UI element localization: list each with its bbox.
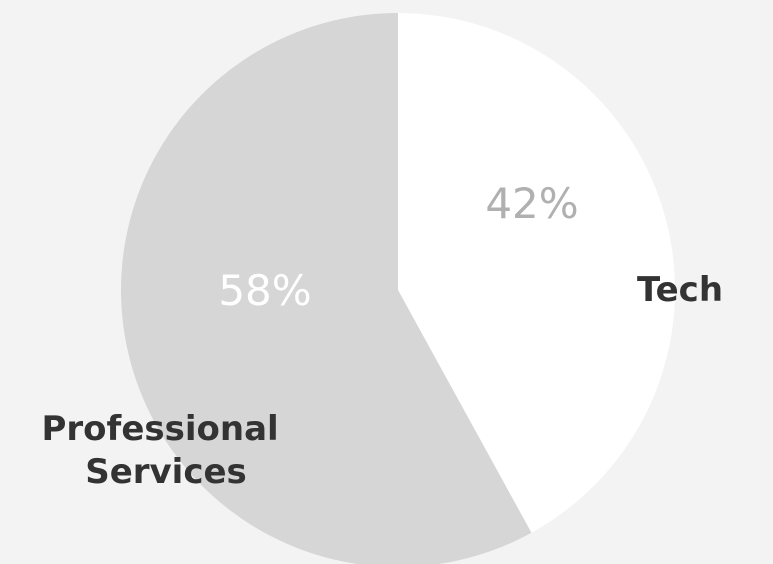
- professional-services-label-line-1: Professional: [41, 409, 278, 449]
- pie-slices: [121, 13, 675, 564]
- professional-services-category-label: Professional Services: [41, 409, 290, 492]
- professional-services-label-line-2: Services: [85, 452, 247, 492]
- tech-slice: [398, 13, 675, 533]
- professional-services-percent-label: 58%: [218, 266, 311, 315]
- tech-percent-label: 42%: [485, 179, 578, 228]
- tech-category-label: Tech: [637, 270, 723, 310]
- professional-services-slice: [121, 13, 532, 564]
